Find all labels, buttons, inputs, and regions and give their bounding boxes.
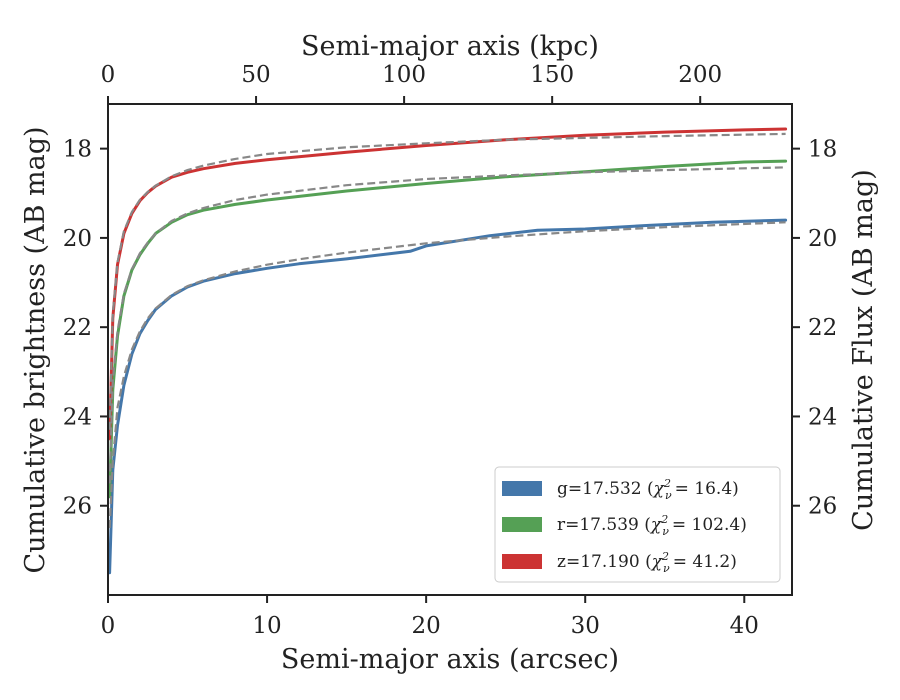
plot-border	[107, 103, 793, 596]
chi-symbol: χ	[653, 479, 666, 499]
y-tick-label: 24	[63, 404, 92, 430]
plot-frame	[107, 103, 793, 596]
legend-swatch-g	[502, 481, 542, 496]
y-tick-label: 18	[63, 137, 92, 163]
top-x-tick-label: 200	[678, 62, 722, 88]
legend-label-r: r=17.539 (	[557, 515, 651, 535]
chi-sup: 2	[660, 513, 668, 526]
y-axis-label: Cumulative brightness (AB mag)	[20, 126, 51, 573]
right-y-tick-label: 26	[808, 494, 837, 520]
chi-sup: 2	[661, 550, 669, 563]
y-tick-label: 20	[63, 226, 92, 252]
chi-sub: ν	[663, 562, 670, 575]
chi-sub: ν	[662, 525, 669, 538]
top-x-tick-label: 0	[101, 62, 116, 88]
right-y-tick-label: 18	[808, 137, 837, 163]
chi-sup: 2	[663, 477, 671, 490]
legend-label-z: z=17.190 (	[557, 552, 652, 572]
top-x-tick-label: 100	[382, 62, 426, 88]
plot-curves	[108, 127, 788, 575]
legend-chi-z: = 41.2)	[673, 552, 737, 572]
right-y-tick-label: 22	[808, 315, 837, 341]
top-x-axis-label: Semi-major axis (kpc)	[301, 31, 599, 62]
top-x-tick-label: 150	[530, 62, 574, 88]
g-model-dashed-line	[108, 221, 786, 529]
series-line-g	[108, 218, 788, 575]
series-line-z	[108, 127, 788, 441]
chi-sub: ν	[665, 489, 672, 502]
x-tick-label: 10	[252, 613, 281, 639]
series-line-r	[108, 159, 788, 499]
legend-chi-g: = 16.4)	[675, 479, 739, 499]
x-axis-label: Semi-major axis (arcsec)	[281, 644, 619, 675]
x-tick-label: 40	[730, 613, 759, 639]
legend-entry-z: z=17.190 (χ2 ν = 41.2)	[557, 550, 737, 575]
right-y-tick-label: 24	[808, 404, 837, 430]
right-y-axis-label: Cumulative Flux (AB mag)	[848, 169, 879, 531]
right-y-tick-label: 20	[808, 226, 837, 252]
chi-symbol: χ	[651, 552, 664, 572]
legend-label-g: g=17.532 (	[557, 479, 654, 499]
legend-entry-r: r=17.539 (χ2 ν = 102.4)	[557, 513, 747, 538]
y-tick-label: 26	[63, 494, 92, 520]
legend-swatch-z	[502, 554, 542, 569]
x-tick-label: 0	[101, 613, 116, 639]
x-tick-label: 20	[411, 613, 440, 639]
y-tick-label: 22	[63, 315, 92, 341]
legend-swatch-r	[502, 517, 542, 532]
legend-box	[494, 466, 781, 583]
r-model-dashed-line	[108, 166, 786, 484]
legend-entry-g: g=17.532 (χ2 ν = 16.4)	[557, 477, 739, 502]
legend-chi-r: = 102.4)	[672, 515, 747, 535]
z-model-dashed-line	[108, 132, 786, 430]
legend: g=17.532 (χ2 ν = 16.4) r=17.539 (χ2 ν = 102.…	[494, 466, 781, 583]
x-tick-label: 30	[571, 613, 600, 639]
top-x-tick-label: 50	[241, 62, 270, 88]
chi-symbol: χ	[650, 515, 663, 535]
